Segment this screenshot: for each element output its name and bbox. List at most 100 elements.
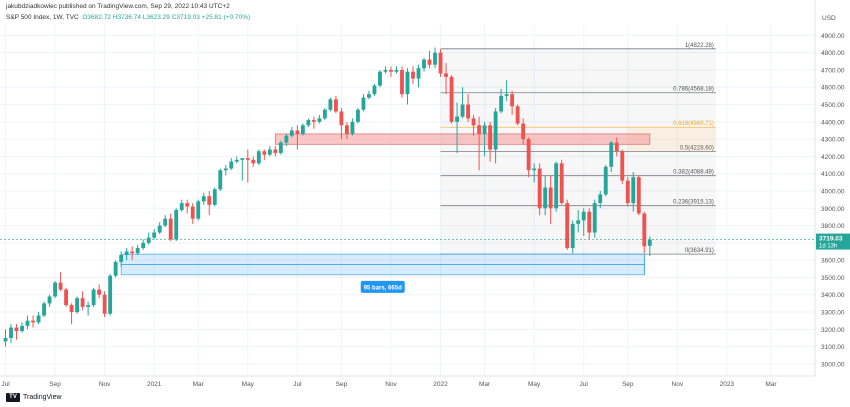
candle-body bbox=[339, 111, 344, 126]
current-price-tag bbox=[816, 233, 850, 250]
candle-body bbox=[141, 242, 146, 249]
candle-body bbox=[389, 69, 393, 72]
low-value: L3623.29 bbox=[142, 14, 170, 21]
candle-body bbox=[163, 218, 168, 226]
candle-body bbox=[493, 111, 498, 150]
time-tick-label: Nov bbox=[385, 381, 397, 388]
candle-body bbox=[367, 94, 371, 98]
candle-body bbox=[53, 282, 57, 297]
close-value: C3719.03 bbox=[171, 14, 200, 21]
time-tick-label: May bbox=[528, 381, 541, 388]
candle-body bbox=[146, 237, 151, 243]
candle-body bbox=[157, 225, 162, 233]
candle-body bbox=[190, 206, 195, 219]
candle-body bbox=[196, 201, 201, 219]
candle-body bbox=[350, 121, 355, 134]
candle-body bbox=[383, 69, 388, 72]
candle-body bbox=[20, 325, 24, 332]
candle-body bbox=[598, 194, 603, 204]
candle-body bbox=[317, 118, 322, 122]
candle-body bbox=[229, 161, 234, 169]
open-value: O3682.72 bbox=[82, 14, 111, 21]
candle-body bbox=[625, 180, 630, 204]
change-value: +25.81 (+0.70%) bbox=[201, 14, 251, 21]
candle-body bbox=[289, 130, 294, 136]
candle-body bbox=[113, 261, 118, 276]
candle-countdown: 1d 13h bbox=[819, 244, 837, 250]
high-value: H3736.74 bbox=[112, 14, 141, 21]
candle-body bbox=[75, 298, 80, 313]
fib-level-label: 0.618(4368.71) bbox=[673, 121, 714, 127]
price-tick-label: 3000.00 bbox=[821, 361, 845, 368]
candle-body bbox=[570, 223, 575, 249]
candle-body bbox=[80, 298, 85, 307]
fib-level-label: 0.236(3915.13) bbox=[673, 200, 714, 206]
candle-series bbox=[3, 47, 652, 347]
candle-body bbox=[372, 85, 377, 95]
candle-body bbox=[97, 289, 102, 295]
candle-body bbox=[609, 142, 614, 167]
price-tick-label: 4400.00 bbox=[821, 119, 845, 126]
candle-body bbox=[433, 52, 437, 65]
candle-body bbox=[69, 305, 74, 313]
candle-body bbox=[587, 211, 592, 233]
candle-body bbox=[168, 218, 173, 240]
price-tick-label: 4800.00 bbox=[821, 50, 845, 57]
price-tick-label: 3200.00 bbox=[821, 327, 845, 334]
price-tick-label: 4700.00 bbox=[821, 67, 845, 74]
time-tick-label: Nov bbox=[672, 381, 684, 388]
brand-name: TradingView bbox=[23, 394, 62, 401]
date-range-label-box bbox=[360, 280, 405, 293]
candle-body bbox=[449, 76, 454, 122]
price-tick-label: 4000.00 bbox=[821, 188, 845, 195]
candle-body bbox=[526, 139, 531, 171]
candle-body bbox=[510, 94, 515, 107]
date-range-label: 95 bars, 665d bbox=[364, 285, 402, 291]
candle-body bbox=[416, 68, 421, 79]
candle-body bbox=[394, 69, 399, 72]
candle-body bbox=[130, 251, 135, 254]
candle-body bbox=[42, 303, 46, 316]
price-tick-label: 4600.00 bbox=[821, 85, 845, 92]
candle-body bbox=[378, 71, 382, 86]
symbol-name: S&P 500 Index, 1W, TVC bbox=[6, 14, 79, 21]
candle-body bbox=[592, 203, 597, 233]
candle-body bbox=[477, 125, 482, 134]
candle-body bbox=[295, 130, 300, 134]
chart-drawings[interactable]: 1(4822.28) 0.786(4568.18) 0.618(4368.71) 0.… bbox=[0, 43, 815, 293]
candle-body bbox=[482, 125, 487, 134]
candle-body bbox=[58, 282, 63, 290]
candle-body bbox=[581, 211, 586, 221]
price-tick-label: 4900.00 bbox=[821, 33, 845, 40]
candle-body bbox=[267, 149, 272, 155]
symbol-legend: S&P 500 Index, 1W, TVC O3682.72 H3736.74… bbox=[6, 14, 250, 21]
candle-body bbox=[444, 73, 448, 77]
time-tick-label: 2022 bbox=[433, 381, 448, 388]
candle-body bbox=[201, 196, 206, 202]
candle-body bbox=[179, 203, 184, 211]
price-tick-label: 3900.00 bbox=[821, 206, 845, 213]
price-tick-label: 3800.00 bbox=[821, 223, 845, 230]
candle-body bbox=[466, 104, 471, 119]
brand-footer[interactable]: TV TradingView bbox=[6, 393, 62, 402]
time-tick-label: Mar bbox=[193, 381, 205, 388]
candle-body bbox=[438, 52, 443, 74]
candle-body bbox=[240, 158, 245, 160]
candle-body bbox=[31, 320, 35, 323]
candle-body bbox=[152, 232, 157, 238]
chart-axes: USD 3000.00 3100.00 3200.00 3300.00 3400.00 35… bbox=[0, 0, 850, 388]
candle-body bbox=[636, 177, 641, 214]
candle-body bbox=[543, 187, 548, 209]
candle-body bbox=[91, 289, 96, 306]
candle-body bbox=[565, 203, 570, 249]
candle-body bbox=[207, 196, 212, 205]
candle-body bbox=[86, 305, 91, 307]
time-tick-label: Sep bbox=[336, 381, 348, 388]
tradingview-logo-icon: TV bbox=[6, 393, 20, 402]
candle-body bbox=[422, 59, 426, 69]
time-tick-label: May bbox=[242, 381, 255, 388]
candle-body bbox=[537, 168, 542, 209]
candle-body bbox=[576, 220, 581, 224]
candle-body bbox=[47, 296, 52, 304]
